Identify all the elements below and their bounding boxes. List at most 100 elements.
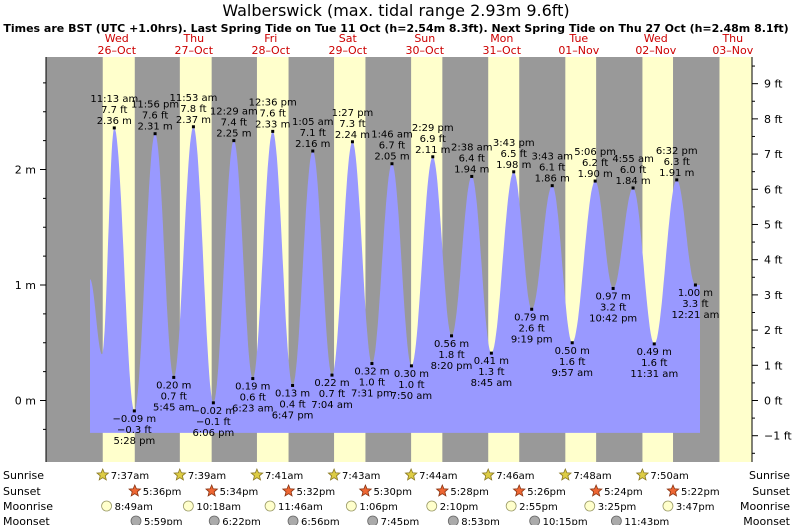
low-tide-label: 0.41 m1.3 ft8:45 am xyxy=(471,356,513,389)
tide-time-text: 11:53 am xyxy=(169,93,217,104)
tide-height-ft-text: 6.0 ft xyxy=(620,165,646,176)
sunset-time: 5:22pm xyxy=(681,487,720,498)
moonset-icon xyxy=(367,515,379,525)
ft-tick-label: 9 ft xyxy=(764,78,783,91)
tide-time-text: 9:19 pm xyxy=(511,334,553,345)
tide-point-marker xyxy=(409,364,413,368)
tide-height-ft-text: 1.6 ft xyxy=(559,357,585,368)
tide-height-ft-text: −0.1 ft xyxy=(196,417,231,428)
tide-height-m-text: 0.30 m xyxy=(394,369,429,380)
tide-height-m-text: 0.56 m xyxy=(434,339,469,350)
m-tick-label: 1 m xyxy=(15,279,36,292)
date-label: 26–Oct xyxy=(98,44,137,57)
moonrise-time: 8:49am xyxy=(115,502,153,513)
day-of-week-label: Tue xyxy=(568,32,588,45)
tide-height-ft-text: 2.6 ft xyxy=(519,323,545,334)
tide-point-marker xyxy=(172,375,176,379)
tide-height-ft-text: 7.8 ft xyxy=(180,104,206,115)
moonset-icon xyxy=(208,515,220,525)
tide-height-ft-text: 3.2 ft xyxy=(600,302,626,313)
sunset-time: 5:32pm xyxy=(297,487,336,498)
moonrise-icon xyxy=(662,500,674,512)
tide-height-ft-text: 6.4 ft xyxy=(459,153,485,164)
tide-time-text: 11:13 am xyxy=(90,94,138,105)
date-label: 01–Nov xyxy=(558,44,599,57)
tide-height-ft-text: 1.6 ft xyxy=(641,358,667,369)
tide-time-text: 5:45 am xyxy=(153,402,195,413)
tide-height-m-text: 0.79 m xyxy=(514,312,549,323)
high-tide-label: 12:36 pm7.6 ft2.33 m xyxy=(249,97,297,130)
ft-tick-label: 8 ft xyxy=(764,113,783,126)
sunrise-icon xyxy=(95,467,110,481)
tide-height-ft-text: 7.1 ft xyxy=(300,128,326,139)
moonrise-time: 3:47pm xyxy=(676,502,715,513)
high-tide-label: 1:27 pm7.3 ft2.24 m xyxy=(332,108,374,141)
sunset-icon xyxy=(358,483,373,497)
moonrise-icon xyxy=(345,500,357,512)
tide-height-ft-text: 0.4 ft xyxy=(279,399,305,410)
tide-height-m-text: 2.05 m xyxy=(374,152,409,163)
tide-time-text: 2:38 am xyxy=(451,142,493,153)
tide-height-ft-text: 6.7 ft xyxy=(379,141,405,152)
tide-point-marker xyxy=(611,286,615,290)
tide-height-m-text: 0.97 m xyxy=(596,291,631,302)
low-tide-label: 0.50 m1.6 ft9:57 am xyxy=(551,346,593,379)
tide-time-text: 7:31 pm xyxy=(351,389,393,400)
ft-tick-label: 3 ft xyxy=(764,289,783,302)
tide-time-text: 6:23 am xyxy=(232,404,274,415)
sunset-icon xyxy=(666,483,680,497)
date-label: 30–Oct xyxy=(406,44,445,57)
moonrise-icon xyxy=(426,500,438,512)
tide-time-text: 3:43 pm xyxy=(493,138,535,149)
high-tide-label: 11:13 am7.7 ft2.36 m xyxy=(90,94,138,127)
tide-point-marker xyxy=(132,409,136,413)
moonrise-time: 2:10pm xyxy=(440,502,479,513)
tide-time-text: 8:20 pm xyxy=(431,361,473,372)
tide-height-m-text: 2.31 m xyxy=(137,122,172,133)
tide-height-m-text: 2.25 m xyxy=(216,129,251,140)
tide-time-text: 9:57 am xyxy=(551,368,593,379)
moonrise-time: 10:18am xyxy=(196,502,241,513)
tide-point-marker xyxy=(291,383,295,387)
ft-tick-label: 1 ft xyxy=(764,359,783,372)
high-tide-label: 3:43 am6.1 ft1.86 m xyxy=(531,152,573,185)
tide-time-text: 5:28 pm xyxy=(113,436,155,447)
sunrise-time: 7:48am xyxy=(573,471,611,482)
tide-point-marker xyxy=(232,139,236,143)
tide-height-ft-text: 6.2 ft xyxy=(582,158,608,169)
moonset-time: 6:56pm xyxy=(301,517,340,525)
tide-time-text: 12:36 pm xyxy=(249,97,297,108)
tide-height-m-text: 1.98 m xyxy=(496,160,531,171)
sunrise-icon xyxy=(481,467,495,481)
tide-height-ft-text: 7.6 ft xyxy=(142,111,168,122)
tide-height-m-text: 1.86 m xyxy=(535,174,570,185)
high-tide-label: 11:53 am7.8 ft2.37 m xyxy=(169,93,217,126)
tide-time-text: 1:05 am xyxy=(292,117,334,128)
moonset-time: 8:53pm xyxy=(461,517,500,525)
tide-height-m-text: 1.91 m xyxy=(659,168,694,179)
tide-point-marker xyxy=(191,125,195,129)
tide-height-m-text: 2.16 m xyxy=(295,139,330,150)
tide-curve xyxy=(90,126,700,433)
sunset-icon xyxy=(435,483,449,497)
date-label: 03–Nov xyxy=(712,44,753,57)
row-label-left: Moonset xyxy=(3,515,50,525)
tide-point-marker xyxy=(330,373,334,377)
tide-time-text: 6:47 pm xyxy=(272,410,314,421)
date-label: 31–Oct xyxy=(483,44,522,57)
tide-height-m-text: 2.33 m xyxy=(255,119,290,130)
sunrise-icon xyxy=(327,467,341,481)
row-label-left: Sunrise xyxy=(3,469,44,482)
tide-point-marker xyxy=(211,401,215,405)
moonrise-icon xyxy=(584,500,596,512)
tide-height-m-text: 0.19 m xyxy=(235,382,270,393)
sunrise-time: 7:39am xyxy=(188,471,226,482)
tide-height-m-text: 0.22 m xyxy=(314,378,349,389)
moonset-icon xyxy=(529,515,541,525)
moonset-time: 6:22pm xyxy=(222,517,261,525)
tide-point-marker xyxy=(271,129,275,133)
sunrise-time: 7:43am xyxy=(342,471,380,482)
tide-point-marker xyxy=(675,178,679,182)
tide-height-ft-text: 6.5 ft xyxy=(501,149,527,160)
tide-point-marker xyxy=(431,155,435,159)
